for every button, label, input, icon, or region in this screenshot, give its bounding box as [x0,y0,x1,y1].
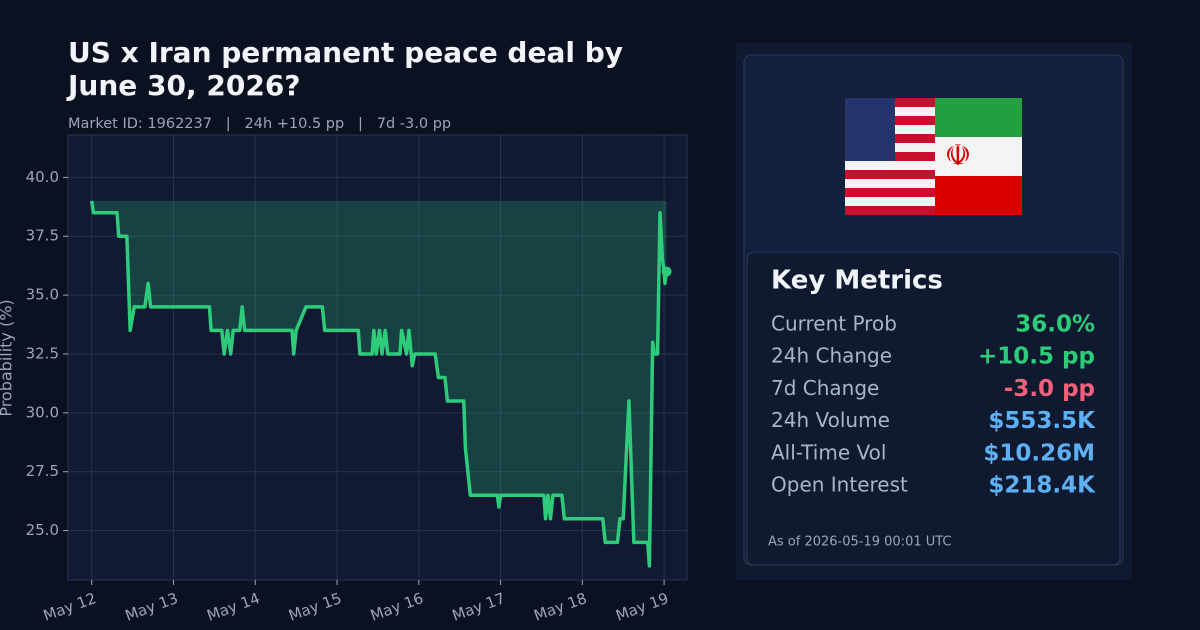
metric-label: 7d Change [771,376,879,400]
x-tick-label: May 15 [286,589,344,625]
plot: 25.0 27.5 30.0 32.5 35.0 37.5 40.0 May 12 May 13… [26,135,687,625]
x-tick-label: May 17 [450,589,508,625]
y-tick-label: 27.5 [26,462,59,480]
metric-label: 24h Volume [771,408,890,432]
y-tick-label: 32.5 [26,344,59,362]
metric-label: Current Prob [771,312,897,336]
x-tick-label: May 18 [532,589,590,625]
flag-image: ☫ [845,98,1022,215]
y-tick-label: 25.0 [26,521,59,539]
metric-value: -3.0 pp [1004,376,1095,402]
metric-label: 24h Change [771,344,892,368]
metric-value: $553.5K [988,408,1096,434]
subtitle: Market ID: 1962237 | 24h +10.5 pp | 7d -… [68,116,451,132]
svg-text:☫: ☫ [945,139,972,174]
metric-label: All-Time Vol [771,440,886,464]
y-tick-label: 30.0 [26,403,59,421]
area [91,200,667,566]
x-tick-label: May 16 [368,589,426,625]
x-tick-label: May 12 [41,589,99,625]
metric-label: Open Interest [771,473,908,497]
end-marker [661,266,672,277]
metrics-title: Key Metrics [771,266,943,296]
y-tick-label: 37.5 [26,227,59,245]
metric-value: +10.5 pp [978,344,1095,370]
metric-value: $218.4K [988,473,1096,499]
y-tick-label: 40.0 [26,168,59,186]
x-tick-label: May 14 [204,589,262,625]
metrics: Current Prob 36.0% 24h Change +10.5 pp 7d Ch… [771,312,1096,499]
y-axis-label: Probability (%) [0,299,16,416]
metrics-box [746,251,1121,566]
y-tick-label: 35.0 [26,286,59,304]
x-tick-label: May 19 [613,589,671,625]
metric-value: $10.26M [983,440,1095,466]
metric-value: 36.0% [1015,312,1095,338]
line [89,200,669,568]
timestamp: As of 2026-05-19 00:01 UTC [768,535,952,550]
x-tick-label: May 13 [123,589,181,625]
chart-title: US x Iran permanent peace deal by June 3… [68,36,623,102]
plot-area [67,134,688,581]
